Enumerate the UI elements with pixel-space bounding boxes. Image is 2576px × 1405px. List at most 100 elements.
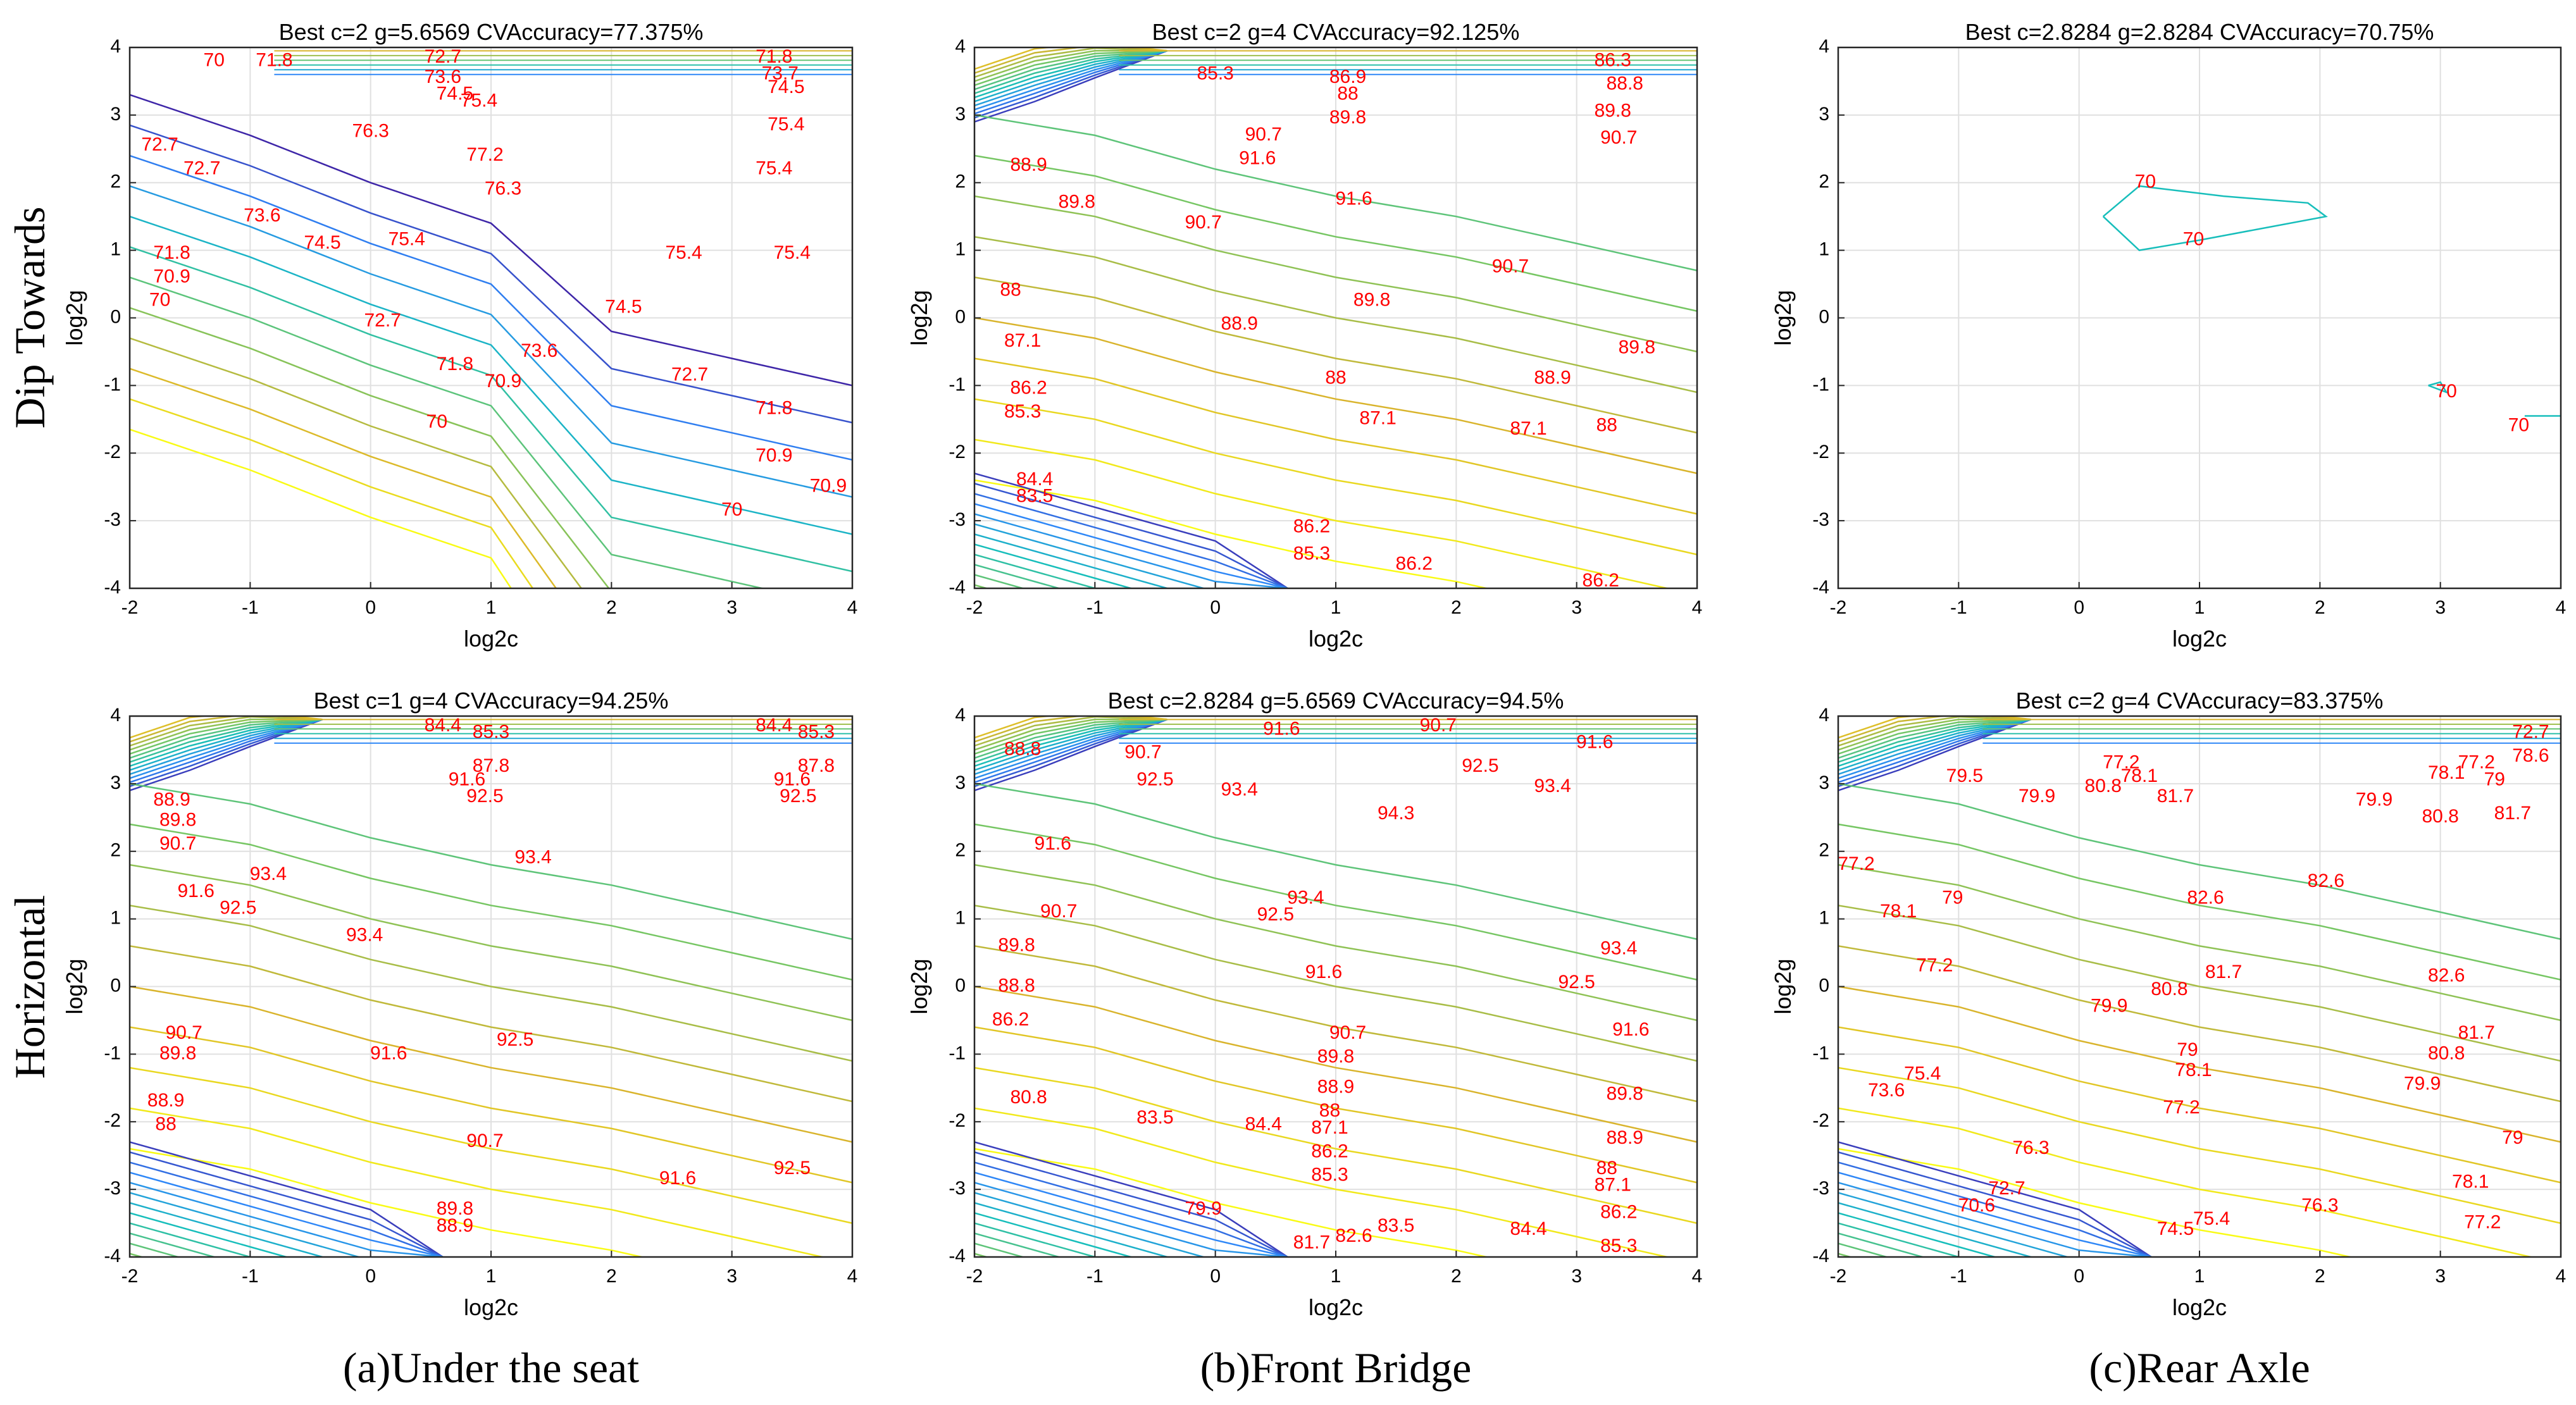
contour-line	[2428, 381, 2449, 394]
y-tick-label: -2	[949, 442, 966, 462]
ticks: -2 -1 0 1 2 3 4 -4 -3 -2 -1 0 1 2 3 4	[949, 36, 1702, 618]
contour-level-label: 78.1	[2452, 1171, 2489, 1192]
y-tick-label: -4	[1812, 1246, 1829, 1266]
y-tick-label: -1	[104, 1043, 121, 1063]
y-tick-label: 1	[110, 239, 121, 260]
panel-title: Best c=1 g=4 CVAccuracy=94.25%	[314, 688, 669, 714]
contour-labels: 70 70 70 70	[2135, 171, 2529, 436]
x-tick-label: 1	[2194, 1266, 2205, 1287]
contour-level-label: 82.6	[2308, 870, 2344, 891]
contour-line	[974, 47, 1167, 78]
contour-line	[974, 114, 1697, 271]
contour-level-label: 77.2	[2163, 1097, 2200, 1118]
contour-line	[130, 428, 513, 588]
contour-line	[130, 719, 323, 783]
contour-level-label: 90.7	[1420, 715, 1457, 736]
row-label: Horizontal	[6, 895, 54, 1079]
contour-level-label: 91.6	[177, 881, 214, 901]
y-tick-label: -3	[949, 1178, 966, 1199]
contour-lines	[130, 50, 852, 588]
contour-line	[974, 479, 1490, 588]
contour-level-label: 91.6	[1612, 1019, 1649, 1040]
y-tick-label: 3	[110, 772, 121, 793]
contour-line	[130, 823, 852, 981]
contour-line	[130, 719, 323, 755]
contour-level-label: 78.1	[2175, 1060, 2212, 1080]
contour-level-label: 83.5	[1378, 1215, 1414, 1236]
contour-line	[1838, 1253, 2151, 1257]
y-tick-label: -1	[949, 1043, 966, 1063]
contour-level-label: 71.8	[756, 398, 792, 419]
contour-line	[974, 50, 1167, 102]
contour-level-label: 71.8	[756, 46, 792, 67]
y-tick-label: 3	[955, 772, 966, 793]
contour-line	[974, 1161, 1288, 1257]
x-axis-label: log2c	[464, 1294, 518, 1320]
contour-level-label: 71.8	[256, 49, 292, 70]
contour-line	[974, 503, 1288, 588]
y-tick-label: 1	[955, 908, 966, 929]
contour-panel-4: 84.4 85.387.884.4 85.387.891.692.591.692.5…	[61, 688, 857, 1320]
contour-level-label: 80.8	[2428, 1043, 2465, 1063]
contour-level-label: 92.5	[1257, 904, 1294, 925]
contour-level-label: 90.7	[165, 1022, 202, 1043]
contour-level-label: 88	[1596, 1158, 1617, 1179]
contour-line	[130, 1067, 852, 1224]
contour-level-label: 72.7	[671, 364, 708, 385]
x-tick-label: 3	[726, 1266, 737, 1287]
contour-line	[974, 523, 1288, 588]
contour-line	[130, 716, 323, 739]
contour-level-label: 74.5	[605, 296, 642, 317]
contour-level-label: 93.4	[1534, 776, 1571, 796]
y-tick-label: -3	[104, 1178, 121, 1199]
y-tick-label: 3	[1819, 772, 1829, 793]
ticks: -2 -1 0 1 2 3 4 -4 -3 -2 -1 0 1 2 3 4	[104, 36, 857, 618]
contour-level-label: 90.7	[1492, 256, 1529, 276]
contour-line	[974, 716, 1167, 747]
contour-line	[974, 493, 1288, 588]
y-tick-label: -4	[104, 1246, 121, 1266]
contour-level-label: 88	[1596, 414, 1617, 435]
y-tick-label: 3	[110, 104, 121, 125]
contour-level-label: 74.5	[2157, 1218, 2194, 1239]
y-tick-label: 4	[955, 705, 966, 726]
contour-line	[974, 1182, 1288, 1257]
contour-level-label: 70	[204, 49, 225, 70]
x-tick-label: -1	[242, 597, 259, 618]
contour-lines	[130, 716, 852, 1257]
contour-line	[974, 945, 1697, 1103]
contour-line	[130, 1222, 443, 1257]
contour-level-label: 92.5	[1462, 755, 1498, 776]
x-tick-label: 1	[486, 1266, 497, 1287]
contour-line	[974, 398, 1697, 555]
x-tick-label: 2	[1451, 597, 1462, 618]
contour-level-label: 87.1	[1359, 408, 1396, 429]
x-tick-label: -2	[121, 1266, 139, 1287]
contour-line	[130, 398, 534, 588]
contour-level-label: 88.9	[1607, 1127, 1643, 1148]
contour-line	[1838, 1161, 2152, 1257]
contour-line	[130, 719, 323, 759]
contour-level-label: 87.1	[1595, 1175, 1631, 1196]
contour-line	[130, 276, 766, 588]
column-caption: (a)Under the seat	[343, 1344, 639, 1392]
contour-level-label: 83.5	[1016, 486, 1053, 507]
y-tick-label: -2	[104, 1110, 121, 1131]
x-tick-label: 3	[1571, 1266, 1582, 1287]
x-axis-label: log2c	[2172, 1294, 2227, 1320]
contour-level-label: 79	[1942, 887, 1963, 908]
y-tick-label: 2	[1819, 840, 1829, 861]
contour-level-label: 72.7	[364, 310, 401, 331]
y-tick-label: -1	[949, 374, 966, 395]
contour-line	[130, 368, 557, 588]
contour-level-label: 85.3	[1311, 1165, 1348, 1185]
contour-level-label: 82.6	[2428, 965, 2465, 986]
x-tick-label: -1	[1086, 1266, 1104, 1287]
y-tick-label: 1	[110, 908, 121, 929]
contour-line	[974, 863, 1697, 1022]
contour-level-label: 90.7	[1329, 1022, 1366, 1043]
contour-level-label: 72.7	[184, 158, 220, 178]
